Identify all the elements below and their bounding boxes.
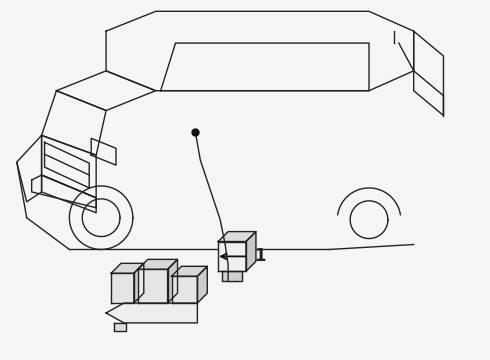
Polygon shape bbox=[172, 266, 207, 276]
Polygon shape bbox=[111, 264, 144, 273]
Polygon shape bbox=[168, 260, 177, 303]
Polygon shape bbox=[172, 276, 197, 303]
Polygon shape bbox=[114, 323, 126, 331]
Polygon shape bbox=[111, 273, 134, 303]
Polygon shape bbox=[134, 264, 144, 303]
Polygon shape bbox=[218, 231, 256, 242]
Polygon shape bbox=[106, 303, 197, 323]
Polygon shape bbox=[218, 242, 246, 271]
Polygon shape bbox=[246, 231, 256, 271]
Text: 1: 1 bbox=[254, 247, 266, 265]
Polygon shape bbox=[197, 266, 207, 303]
Polygon shape bbox=[138, 269, 168, 303]
Polygon shape bbox=[138, 260, 177, 269]
Polygon shape bbox=[222, 271, 242, 281]
